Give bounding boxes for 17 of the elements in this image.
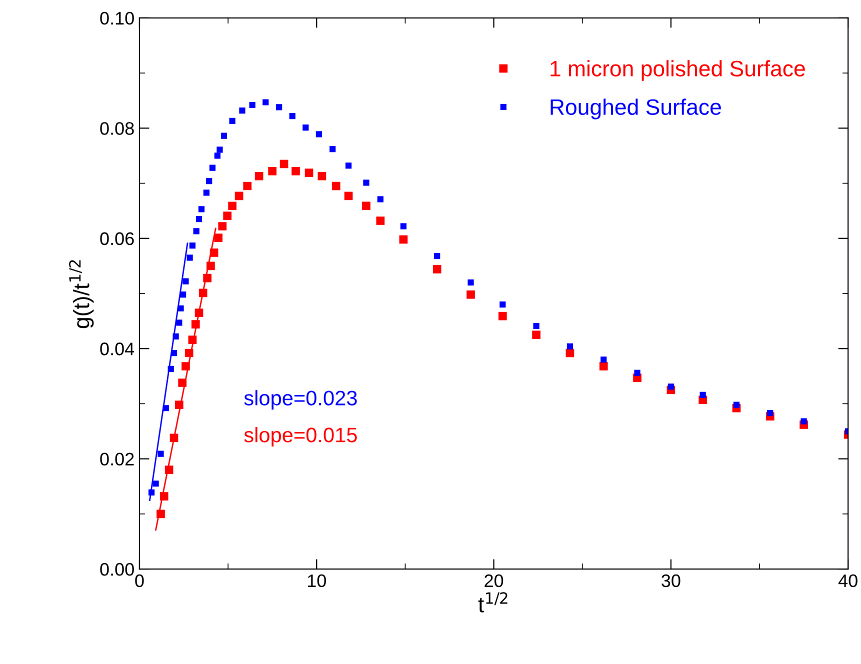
y-tick-label: 0.06	[100, 232, 134, 246]
x-tick-label: 30	[662, 574, 680, 588]
y-axis-title: g(t)/t$^{1/2}$	[69, 260, 94, 328]
x-tick-label: 40	[838, 574, 858, 588]
legend-label: 1 micron polished Surface	[550, 60, 805, 81]
x-axis-title: t$^{1/2}$	[478, 592, 508, 612]
y-tick-label: 0.00	[100, 562, 134, 576]
x-tick-label: 20	[484, 574, 504, 588]
y-tick-label: 0.04	[100, 342, 134, 356]
annotation: slope=0.023	[244, 390, 357, 410]
y-tick-label: 0.10	[100, 12, 134, 25]
x-tick-label: 10	[308, 574, 326, 588]
annotation: slope=0.015	[244, 427, 357, 446]
y-tick-label: 0.02	[100, 452, 134, 466]
y-tick-label: 0.08	[100, 122, 134, 135]
x-tick-label: 0	[135, 574, 144, 588]
legend-label: Roughed Surface	[550, 98, 721, 120]
